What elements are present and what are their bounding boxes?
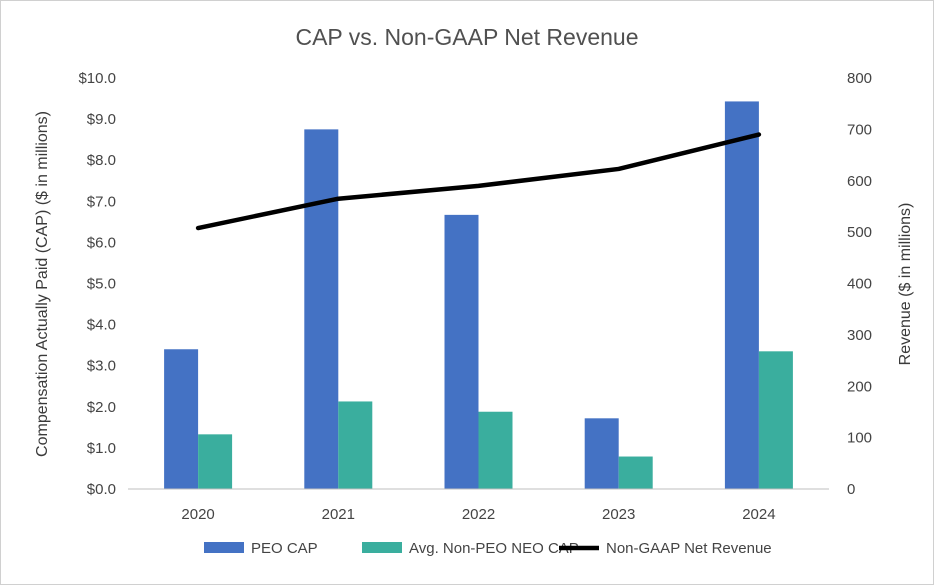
legend: PEO CAP Avg. Non-PEO NEO CAP Non-GAAP Net …	[204, 540, 772, 557]
right-tick-label: 500	[847, 224, 872, 241]
left-tick-label: $2.0	[87, 399, 116, 416]
bar-peo-cap-2023	[584, 418, 619, 489]
x-tick-label: 2022	[462, 506, 495, 523]
left-axis-title: Compensation Actually Paid (CAP) ($ in m…	[34, 111, 51, 457]
legend-label: Avg. Non-PEO NEO CAP	[409, 540, 579, 557]
right-tick-label: 100	[847, 430, 872, 447]
bar-non-peo-neo-cap-2022	[478, 411, 513, 489]
left-tick-label: $8.0	[87, 152, 116, 169]
bar-non-peo-neo-cap-2023	[618, 456, 653, 489]
legend-label: Non-GAAP Net Revenue	[606, 540, 772, 557]
chart-title: CAP vs. Non-GAAP Net Revenue	[295, 24, 638, 50]
bar-peo-cap-2024	[724, 101, 759, 489]
left-tick-label: $4.0	[87, 317, 116, 334]
legend-swatch-peo-cap	[204, 542, 244, 553]
bar-non-peo-neo-cap-2021	[338, 401, 373, 489]
bar-peo-cap-2021	[304, 129, 339, 489]
right-tick-label: 300	[847, 327, 872, 344]
bar-non-peo-neo-cap-2024	[758, 351, 793, 489]
left-tick-label: $7.0	[87, 193, 116, 210]
plot-area: $0.0 $1.0 $2.0 $3.0 $4.0 $5.0 $6.0 $7.0 $8.0 $9.0…	[78, 70, 872, 523]
x-tick-label: 2020	[181, 506, 214, 523]
left-tick-label: $9.0	[87, 111, 116, 128]
line-non-gaap-net-revenue	[195, 132, 762, 231]
bar-non-peo-neo-cap-2020	[198, 434, 233, 489]
left-tick-label: $6.0	[87, 234, 116, 251]
left-tick-label: $5.0	[87, 276, 116, 293]
bar-peo-cap-2020	[164, 349, 199, 489]
x-tick-label: 2024	[742, 506, 775, 523]
left-tick-label: $10.0	[78, 70, 116, 87]
right-tick-label: 600	[847, 173, 872, 190]
right-tick-label: 400	[847, 276, 872, 293]
legend-label: PEO CAP	[251, 540, 318, 557]
right-tick-label: 800	[847, 70, 872, 87]
left-tick-label: $1.0	[87, 440, 116, 457]
legend-swatch-non-peo-neo-cap	[362, 542, 402, 553]
right-tick-label: 200	[847, 378, 872, 395]
bar-peo-cap-2022	[444, 214, 479, 489]
right-tick-label: 700	[847, 121, 872, 138]
x-tick-label: 2023	[602, 506, 635, 523]
left-tick-label: $3.0	[87, 358, 116, 375]
right-axis-title: Revenue ($ in millions)	[897, 203, 914, 366]
right-tick-label: 0	[847, 481, 855, 498]
x-tick-label: 2021	[322, 506, 355, 523]
left-tick-label: $0.0	[87, 481, 116, 498]
